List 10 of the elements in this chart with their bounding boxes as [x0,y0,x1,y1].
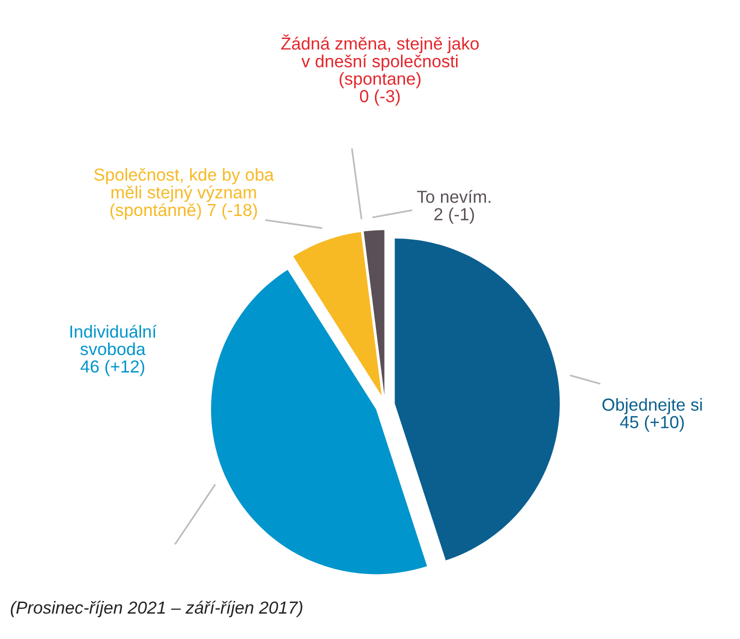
category-label: Žádná změna, stejně jako v dnešní společnosti (spontane) [281,34,479,88]
slice-label: Společnost, kde by oba měli stejný význam (spontánně) 7 (-18) [94,168,274,220]
text: 0 (-3) [360,90,400,106]
data-label: 45 (+10) [620,416,684,432]
text: (Prosinec-říjen 2021 – září-říjen 2017) [10,600,302,618]
data-label: 46 (+12) [80,360,144,376]
slice-label: Individuální svoboda [70,324,157,356]
slice-label: Objednejte si [602,398,702,414]
data-label: 2 (-1) [434,208,474,224]
slice-label: To nevím. [417,190,490,203]
